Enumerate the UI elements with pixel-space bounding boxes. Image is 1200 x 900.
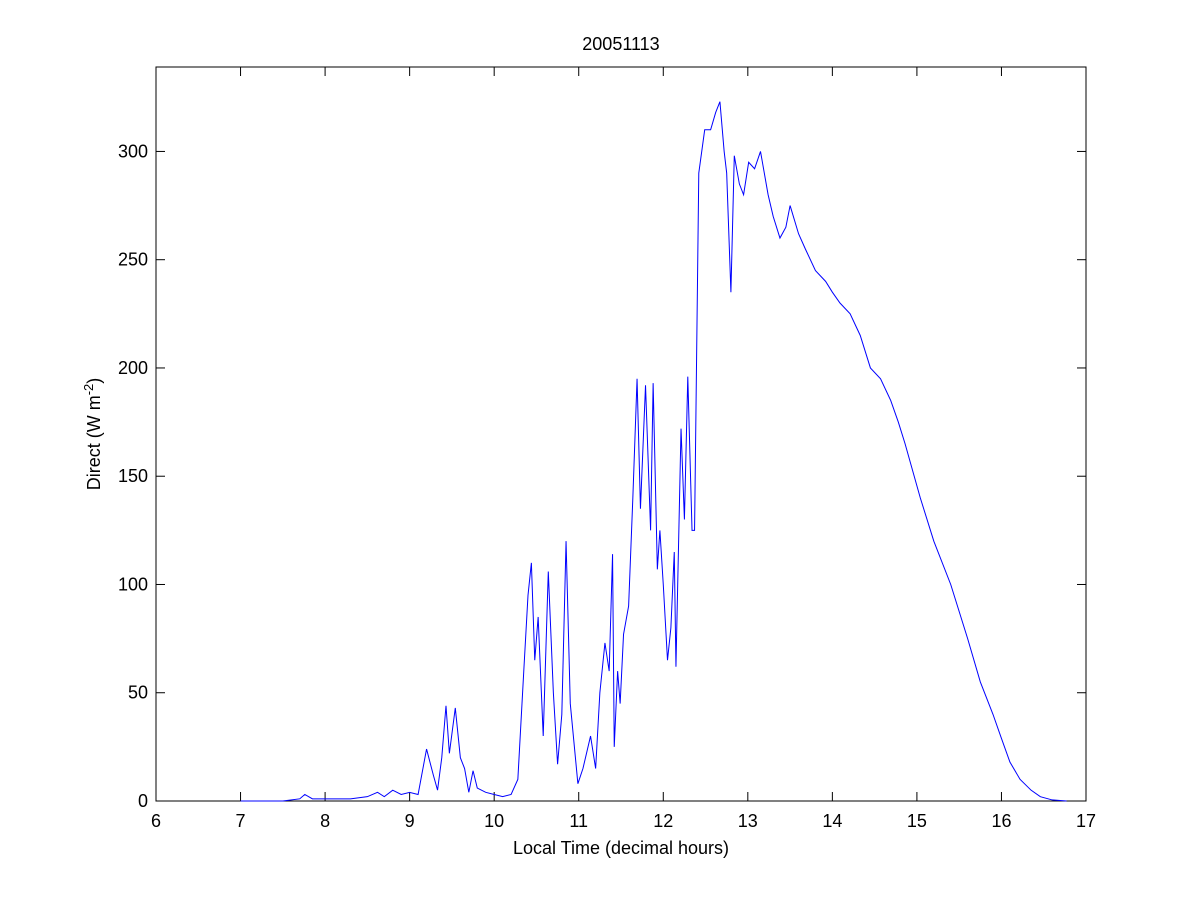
chart-title: 20051113	[582, 34, 659, 54]
x-tick-label: 14	[822, 811, 842, 831]
y-tick-label: 0	[138, 791, 148, 811]
y-tick-label: 100	[118, 574, 148, 594]
x-tick-label: 6	[151, 811, 161, 831]
data-line	[240, 101, 1067, 802]
x-tick-label: 13	[738, 811, 758, 831]
x-tick-label: 12	[653, 811, 673, 831]
y-axis-label: Direct (W m-2)	[81, 378, 104, 491]
x-tick-label: 17	[1076, 811, 1096, 831]
x-tick-label: 8	[320, 811, 330, 831]
y-tick-label: 150	[118, 466, 148, 486]
x-tick-label: 16	[991, 811, 1011, 831]
y-axis-label-superscript: -2	[81, 384, 96, 396]
x-axis-label: Local Time (decimal hours)	[513, 838, 729, 858]
x-tick-label: 10	[484, 811, 504, 831]
x-tick-label: 9	[405, 811, 415, 831]
x-tick-label: 15	[907, 811, 927, 831]
y-tick-label: 50	[128, 683, 148, 703]
y-axis-label-text: Direct (W m	[84, 395, 104, 490]
y-axis-label-suffix: )	[84, 378, 104, 384]
y-tick-label: 200	[118, 358, 148, 378]
x-tick-label: 11	[569, 811, 588, 831]
x-tick-label: 7	[236, 811, 246, 831]
y-tick-label: 300	[118, 141, 148, 161]
y-tick-label: 250	[118, 250, 148, 270]
